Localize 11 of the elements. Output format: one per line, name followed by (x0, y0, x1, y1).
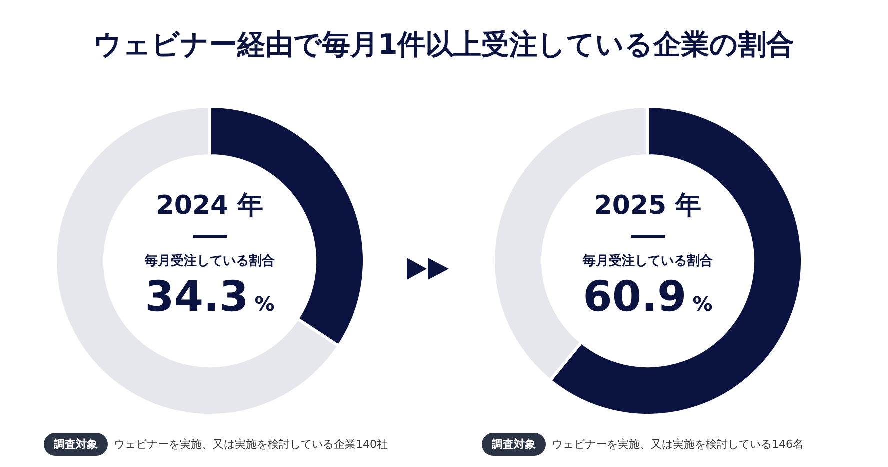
text: ウェビナー経由で毎月1件以上受注している企業の割合 (92, 27, 796, 63)
text: 毎月受注している割合 (582, 252, 714, 270)
text: ウェビナーを実施、又は実施を検討している企業140社 (114, 437, 388, 452)
text: 34.3% (144, 272, 276, 321)
text: 調査対象 (44, 433, 108, 456)
text: 60.9% (582, 272, 714, 321)
text: 2024 年 (155, 190, 265, 223)
text: 2025 年 (593, 190, 703, 223)
text: 調査対象 (482, 433, 546, 456)
text: 毎月受注している割合 (144, 252, 276, 270)
text: ウェビナーを実施、又は実施を検討している146名 (552, 437, 804, 452)
